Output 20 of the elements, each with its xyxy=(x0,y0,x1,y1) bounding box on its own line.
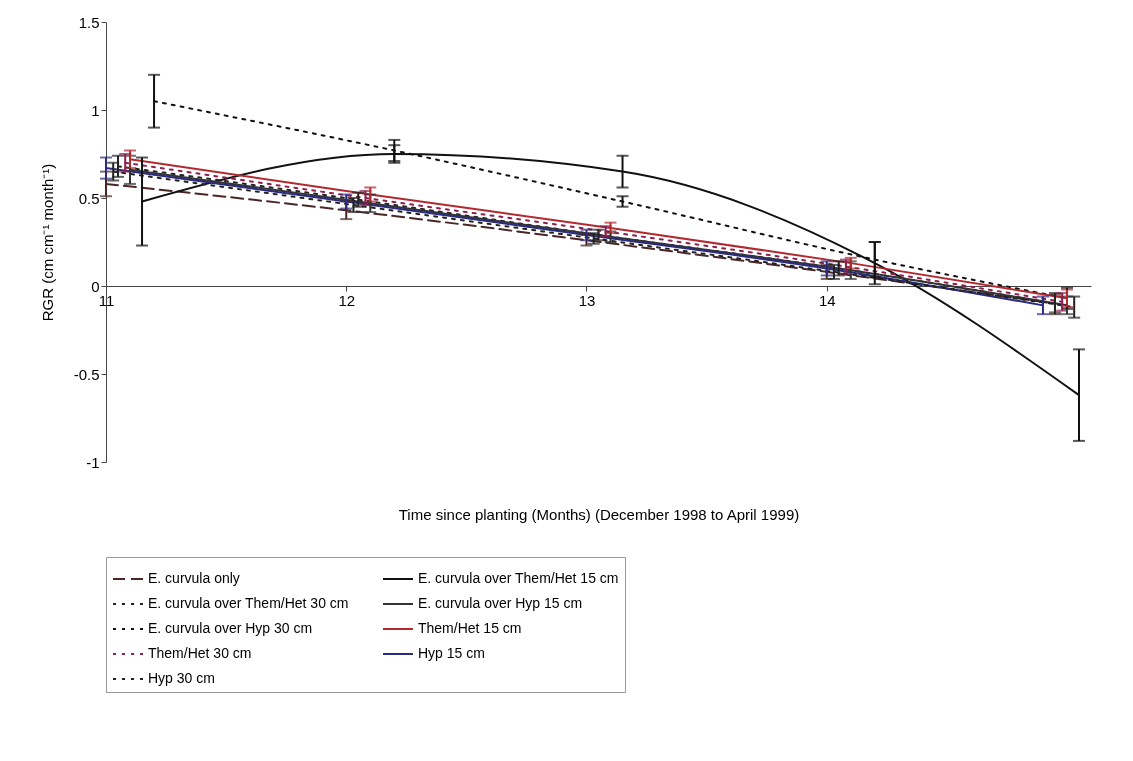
y-tick-label: 1.5 xyxy=(78,13,100,31)
legend-label: E. curvula over Them/Het 15 cm xyxy=(418,570,619,586)
y-tick-label: 0.5 xyxy=(78,189,100,207)
x-tick-label: 14 xyxy=(818,291,836,309)
legend-label: E. curvula over Hyp 15 cm xyxy=(418,595,583,611)
y-tick-label: 0 xyxy=(91,277,100,295)
legend-label: Hyp 15 cm xyxy=(418,645,485,661)
legend-label: Hyp 30 cm xyxy=(148,670,215,686)
y-tick-label: -1 xyxy=(86,453,100,471)
legend-label: E. curvula only xyxy=(148,570,240,586)
legend-label: Them/Het 15 cm xyxy=(418,620,522,636)
y-tick-label: 1 xyxy=(91,101,100,119)
y-axis-title: RGR (cm cm⁻¹ month⁻¹) xyxy=(38,163,56,322)
x-tick-label: 12 xyxy=(338,291,356,309)
x-tick-label: 13 xyxy=(578,291,596,309)
x-axis-title: Time since planting (Months) (December 1998 to April 1999) xyxy=(398,505,800,523)
legend-label: E. curvula over Hyp 30 cm xyxy=(148,620,313,636)
legend-label: E. curvula over Them/Het 30 cm xyxy=(148,595,349,611)
legend-label: Them/Het 30 cm xyxy=(148,645,252,661)
y-tick-label: -0.5 xyxy=(73,365,100,383)
